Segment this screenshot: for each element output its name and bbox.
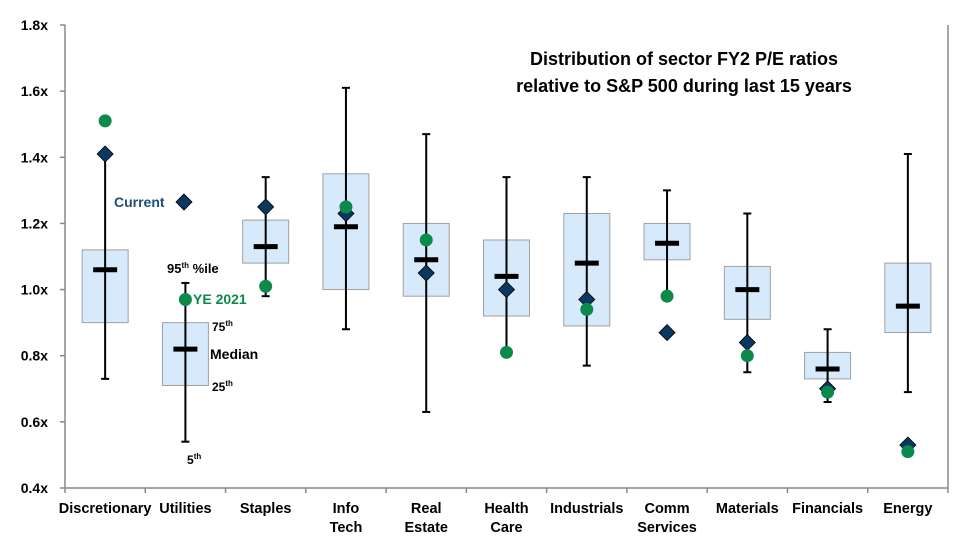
legend-ye2021-label: YE 2021 bbox=[193, 291, 247, 307]
ye2021-dot bbox=[339, 200, 353, 214]
y-tick-label: 0.6x bbox=[21, 414, 48, 430]
title-line-2: relative to S&P 500 during last 15 years bbox=[516, 76, 852, 96]
x-tick-label: Services bbox=[637, 520, 697, 536]
x-tick-label: Tech bbox=[330, 520, 363, 536]
y-tick-label: 1.6x bbox=[21, 83, 48, 99]
x-tick-label: Materials bbox=[716, 501, 779, 517]
ye2021-dot bbox=[821, 385, 835, 399]
x-tick-label: Energy bbox=[883, 501, 932, 517]
label-p5: 5th bbox=[187, 452, 201, 467]
current-diamond bbox=[658, 323, 676, 342]
y-tick-label: 0.8x bbox=[21, 348, 48, 364]
label-p25: 25th bbox=[212, 379, 233, 394]
y-tick-label: 1.8x bbox=[21, 17, 48, 33]
current-diamond bbox=[417, 264, 435, 282]
label-p95: 95th %ile bbox=[167, 261, 219, 276]
legend-current-label: Current bbox=[114, 194, 165, 210]
x-tick-label: Info bbox=[333, 501, 360, 517]
ye2021-dot bbox=[580, 302, 594, 316]
markers bbox=[96, 114, 917, 459]
ye2021-dot bbox=[901, 445, 915, 459]
ye2021-dot bbox=[660, 289, 674, 303]
current-diamond bbox=[96, 145, 114, 163]
ye2021-dot bbox=[740, 349, 754, 363]
x-tick-label: Industrials bbox=[550, 501, 623, 517]
title-line-1: Distribution of sector FY2 P/E ratios bbox=[530, 49, 838, 69]
axes: 0.4x 0.6x 0.8x 1.0x 1.2x 1.4x 1.6x 1.8x Discreti… bbox=[21, 17, 949, 536]
current-diamond bbox=[738, 333, 756, 352]
ye2021-dot bbox=[500, 345, 513, 359]
x-tick-label: Care bbox=[490, 520, 522, 536]
x-tick-label: Real bbox=[411, 501, 442, 517]
ye2021-dot bbox=[419, 233, 433, 247]
label-median: Median bbox=[210, 346, 258, 362]
chart-title: Distribution of sector FY2 P/E ratios re… bbox=[516, 49, 852, 96]
ye2021-dot bbox=[178, 292, 192, 306]
x-tick-label: Discretionary bbox=[59, 501, 152, 517]
x-tick-label: Financials bbox=[792, 501, 863, 517]
y-tick-label: 1.0x bbox=[21, 282, 48, 298]
ye2021-dot bbox=[259, 279, 273, 293]
ye2021-dot bbox=[98, 114, 112, 128]
legend-annotations: Current YE 2021 95th %ile 75th Median 25… bbox=[114, 193, 258, 467]
legend-current-diamond bbox=[175, 193, 193, 211]
label-p75: 75th bbox=[212, 319, 233, 334]
y-tick-label: 1.2x bbox=[21, 215, 48, 231]
x-tick-label: Comm bbox=[644, 501, 689, 517]
current-diamond bbox=[497, 281, 516, 299]
boxes bbox=[81, 86, 932, 443]
x-tick-label: Staples bbox=[240, 501, 292, 517]
x-tick-label: Estate bbox=[404, 520, 448, 536]
y-tick-label: 0.4x bbox=[21, 480, 48, 496]
x-tick-label: Health bbox=[484, 501, 528, 517]
x-tick-label: Utilities bbox=[159, 501, 211, 517]
current-diamond bbox=[257, 198, 275, 216]
y-tick-label: 1.4x bbox=[21, 149, 48, 165]
